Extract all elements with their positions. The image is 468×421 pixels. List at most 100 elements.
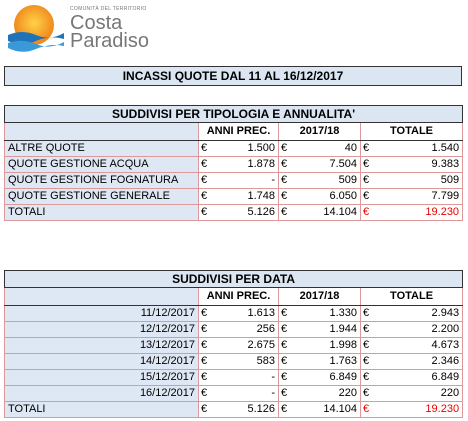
currency: € bbox=[360, 140, 373, 157]
amount: 256 bbox=[210, 321, 279, 338]
currency: € bbox=[278, 188, 291, 205]
currency: € bbox=[360, 369, 373, 386]
table-row: ALTRE QUOTE €1.500 €40 €1.540 bbox=[4, 140, 464, 157]
currency: € bbox=[198, 156, 211, 173]
amount: 5.126 bbox=[210, 401, 279, 418]
table-row: 14/12/2017 €583 €1.763 €2.346 bbox=[4, 353, 464, 370]
currency: € bbox=[360, 321, 373, 338]
amount: 2.346 bbox=[372, 353, 464, 370]
table-title: SUDDIVISI PER DATA bbox=[3, 270, 464, 288]
column-header: ANNI PREC. bbox=[198, 287, 279, 306]
row-label: TOTALI bbox=[4, 401, 199, 418]
amount: 1.540 bbox=[372, 140, 464, 157]
column-header-row: ANNI PREC. 2017/18 TOTALE bbox=[4, 287, 464, 306]
currency: € bbox=[198, 305, 211, 322]
row-label: QUOTE GESTIONE FOGNATURA bbox=[4, 172, 199, 189]
currency: € bbox=[198, 321, 211, 338]
currency: € bbox=[278, 156, 291, 173]
amount: 19.230 bbox=[372, 204, 464, 221]
table-row: QUOTE GESTIONE ACQUA €1.878 €7.504 €9.383 bbox=[4, 156, 464, 173]
amount: - bbox=[210, 385, 279, 402]
amount: 19.230 bbox=[372, 401, 464, 418]
currency: € bbox=[198, 401, 211, 418]
amount: 6.050 bbox=[290, 188, 361, 205]
row-label: 11/12/2017 bbox=[4, 305, 199, 322]
table-title-row: SUDDIVISI PER TIPOLOGIA E ANNUALITA' bbox=[3, 105, 464, 123]
amount: 509 bbox=[372, 172, 464, 189]
currency: € bbox=[198, 140, 211, 157]
column-header: TOTALE bbox=[359, 287, 464, 306]
table-title: SUDDIVISI PER TIPOLOGIA E ANNUALITA' bbox=[3, 105, 464, 123]
currency: € bbox=[278, 385, 291, 402]
currency: € bbox=[360, 385, 373, 402]
report-title: INCASSI QUOTE DAL 11 AL 16/12/2017 bbox=[4, 66, 462, 86]
amount: 1.763 bbox=[290, 353, 361, 370]
currency: € bbox=[278, 337, 291, 354]
column-header: TOTALE bbox=[359, 122, 464, 141]
header-blank bbox=[4, 287, 199, 306]
amount: 4.673 bbox=[372, 337, 464, 354]
amount: 509 bbox=[290, 172, 361, 189]
table-row: 13/12/2017 €2.675 €1.998 €4.673 bbox=[4, 337, 464, 354]
currency: € bbox=[198, 369, 211, 386]
data-table: SUDDIVISI PER TIPOLOGIA E ANNUALITA' ANNI… bbox=[3, 105, 464, 221]
amount: 6.849 bbox=[290, 369, 361, 386]
amount: 220 bbox=[372, 385, 464, 402]
logo-name: Paradiso bbox=[70, 30, 149, 52]
amount: 1.944 bbox=[290, 321, 361, 338]
amount: 1.500 bbox=[210, 140, 279, 157]
currency: € bbox=[360, 353, 373, 370]
amount: 2.200 bbox=[372, 321, 464, 338]
currency: € bbox=[278, 172, 291, 189]
amount: 1.613 bbox=[210, 305, 279, 322]
amount: 5.126 bbox=[210, 204, 279, 221]
currency: € bbox=[360, 337, 373, 354]
total-row: TOTALI €5.126 €14.104 €19.230 bbox=[4, 401, 464, 418]
logo-icon bbox=[8, 5, 64, 52]
table-row: QUOTE GESTIONE FOGNATURA € - €509 €509 bbox=[4, 172, 464, 189]
row-label: 14/12/2017 bbox=[4, 353, 199, 370]
amount: 2.675 bbox=[210, 337, 279, 354]
currency: € bbox=[360, 204, 373, 221]
currency: € bbox=[198, 385, 211, 402]
currency: € bbox=[360, 188, 373, 205]
currency: € bbox=[278, 204, 291, 221]
row-label: 16/12/2017 bbox=[4, 385, 199, 402]
row-label: 15/12/2017 bbox=[4, 369, 199, 386]
currency: € bbox=[198, 188, 211, 205]
amount: 7.504 bbox=[290, 156, 361, 173]
logo: COMUNITÀ DEL TERRITORIO Costa Paradiso bbox=[4, 3, 204, 53]
amount: 2.943 bbox=[372, 305, 464, 322]
currency: € bbox=[278, 401, 291, 418]
amount: 40 bbox=[290, 140, 361, 157]
logo-name: Costa bbox=[70, 12, 123, 34]
currency: € bbox=[278, 305, 291, 322]
currency: € bbox=[278, 369, 291, 386]
currency: € bbox=[198, 172, 211, 189]
amount: 1.878 bbox=[210, 156, 279, 173]
currency: € bbox=[198, 337, 211, 354]
table-title-row: SUDDIVISI PER DATA bbox=[3, 270, 464, 288]
row-label: TOTALI bbox=[4, 204, 199, 221]
currency: € bbox=[360, 172, 373, 189]
logo-tagline: COMUNITÀ DEL TERRITORIO bbox=[70, 6, 147, 12]
column-header: 2017/18 bbox=[278, 122, 361, 141]
table-row: 16/12/2017 € - €220 €220 bbox=[4, 385, 464, 402]
column-header: 2017/18 bbox=[278, 287, 361, 306]
table-row: QUOTE GESTIONE GENERALE €1.748 €6.050 €7.79… bbox=[4, 188, 464, 205]
header-blank bbox=[4, 122, 199, 141]
currency: € bbox=[360, 156, 373, 173]
currency: € bbox=[360, 401, 373, 418]
table-row: 12/12/2017 €256 €1.944 €2.200 bbox=[4, 321, 464, 338]
amount: 1.998 bbox=[290, 337, 361, 354]
amount: 6.849 bbox=[372, 369, 464, 386]
row-label: 13/12/2017 bbox=[4, 337, 199, 354]
amount: 7.799 bbox=[372, 188, 464, 205]
amount: 14.104 bbox=[290, 401, 361, 418]
currency: € bbox=[360, 305, 373, 322]
total-row: TOTALI €5.126 €14.104 €19.230 bbox=[4, 204, 464, 221]
amount: 9.383 bbox=[372, 156, 464, 173]
table-row: 11/12/2017 €1.613 €1.330 €2.943 bbox=[4, 305, 464, 322]
row-label: ALTRE QUOTE bbox=[4, 140, 199, 157]
